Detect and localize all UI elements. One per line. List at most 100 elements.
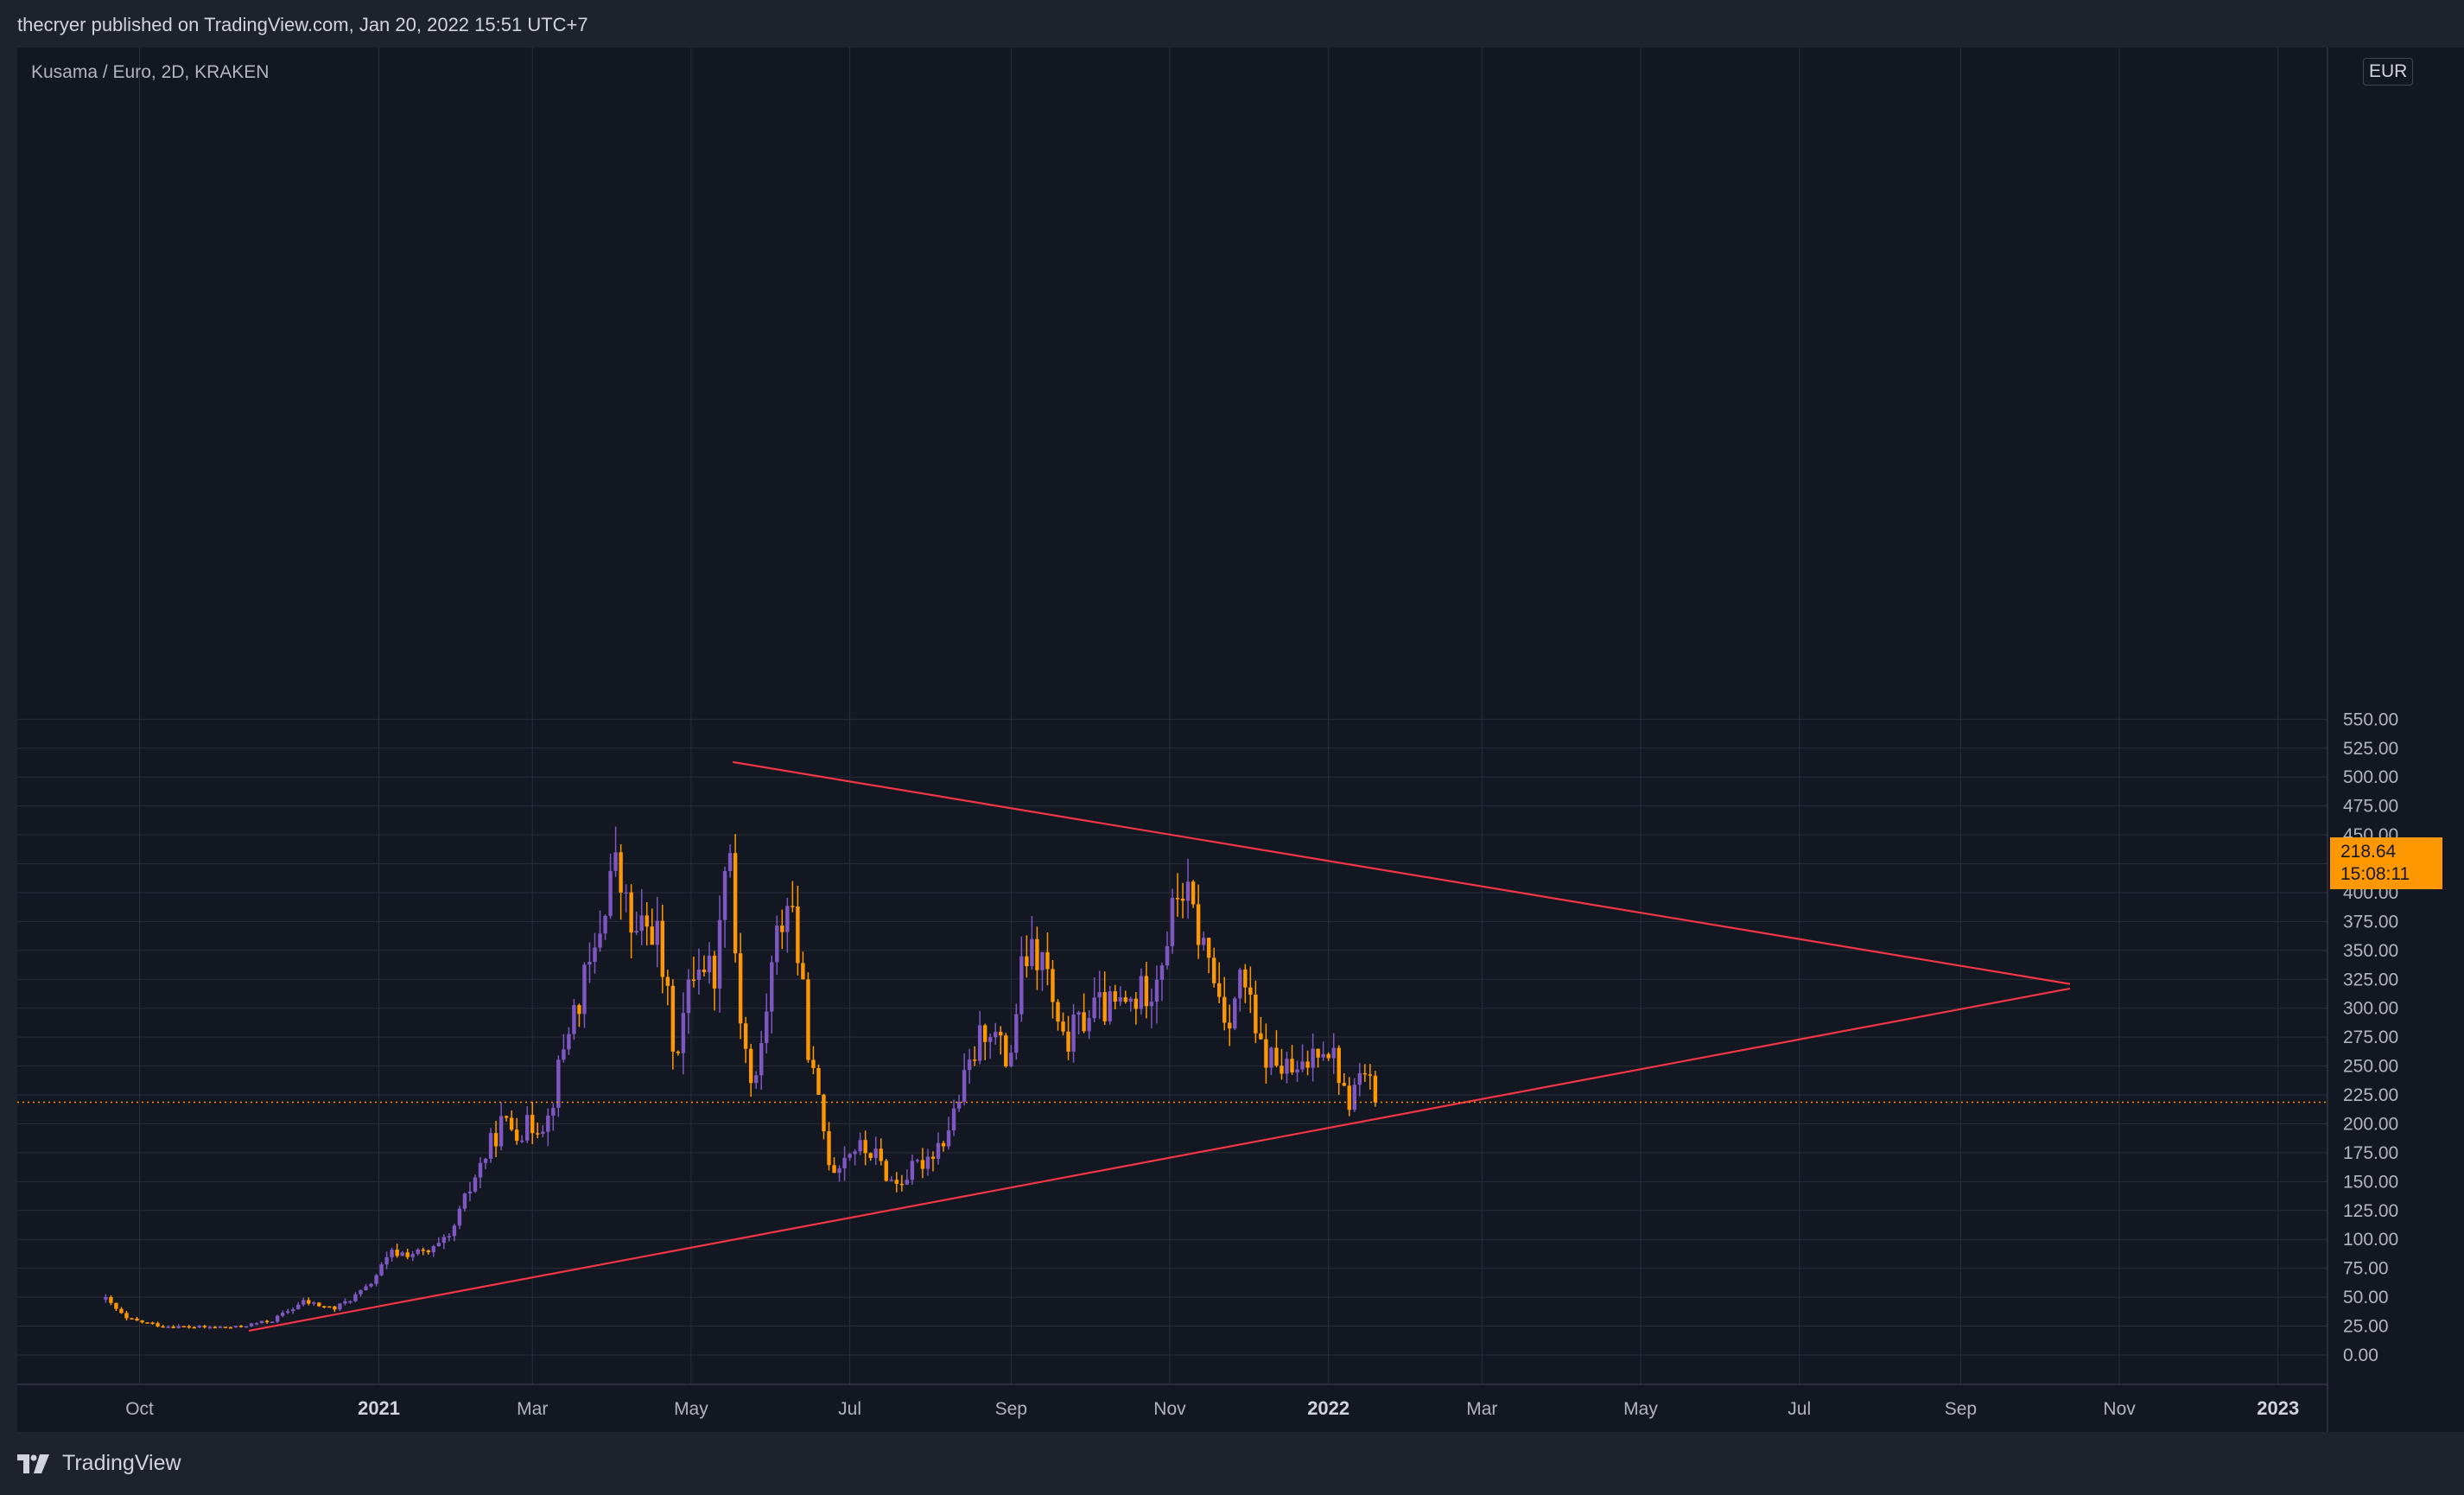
price-tick-label: 550.00: [2343, 709, 2398, 729]
candle: [743, 1016, 748, 1064]
candle: [1045, 932, 1050, 986]
candle: [333, 1306, 337, 1313]
candle: [1139, 968, 1144, 1015]
candle: [598, 910, 602, 952]
candle: [145, 1322, 149, 1324]
candle: [1097, 970, 1102, 1020]
candle: [1269, 1046, 1273, 1076]
trendlines[interactable]: [248, 760, 2071, 1332]
time-tick-label: May: [1623, 1399, 1658, 1419]
candle: [312, 1301, 316, 1306]
candle: [977, 1010, 982, 1065]
candle: [1217, 962, 1222, 1004]
candle: [613, 826, 618, 877]
candle: [1342, 1072, 1346, 1087]
candle: [1118, 986, 1122, 1006]
candle: [577, 1003, 581, 1027]
candle: [473, 1174, 478, 1193]
candle: [759, 1031, 764, 1091]
candle: [290, 1307, 295, 1314]
candle: [410, 1250, 415, 1262]
candle: [338, 1303, 342, 1311]
candle: [467, 1181, 473, 1201]
time-tick-label: 2021: [358, 1397, 400, 1419]
candle: [416, 1248, 420, 1256]
candle: [1076, 1010, 1081, 1035]
price-tick-label: 325.00: [2343, 970, 2398, 989]
candle: [1238, 967, 1242, 1012]
price-tick-label: 250.00: [2343, 1057, 2398, 1077]
candle: [801, 951, 805, 980]
candle: [447, 1233, 452, 1242]
time-tick-label: Jul: [1788, 1399, 1811, 1419]
candle: [1274, 1030, 1279, 1068]
candle: [873, 1136, 878, 1166]
currency-badge[interactable]: EUR: [2363, 58, 2414, 86]
candle: [967, 1048, 972, 1085]
candlestick-chart[interactable]: 0.00 25.00 50.00 75.00 100.00 125.00 150.00 175…: [17, 48, 2464, 1432]
candle: [254, 1322, 259, 1326]
candle: [608, 853, 613, 919]
brand-name: TradingView: [62, 1451, 181, 1475]
candle: [1196, 884, 1201, 959]
candle: [982, 1023, 988, 1060]
candle: [712, 951, 717, 1011]
candle: [259, 1320, 264, 1324]
candle: [722, 866, 727, 948]
price-tick-label: 275.00: [2343, 1027, 2398, 1047]
candle: [619, 843, 623, 920]
time-tick-label: Oct: [125, 1399, 154, 1419]
tradingview-brand[interactable]: TradingView: [17, 1451, 181, 1476]
candle: [748, 1043, 753, 1097]
candle: [791, 881, 795, 913]
time-axis[interactable]: Oct 2021 Mar May Jul Sep Nov 2022 Mar May Jul Sep No…: [125, 1397, 2299, 1419]
candle: [1248, 966, 1253, 1014]
footer-bar: TradingView: [0, 1432, 2464, 1495]
candle: [478, 1157, 483, 1189]
candle: [1071, 1003, 1076, 1063]
candle: [119, 1307, 124, 1314]
candle: [593, 932, 597, 974]
candle: [707, 942, 712, 984]
candle: [603, 914, 607, 940]
candle: [1009, 1045, 1013, 1068]
candle: [1180, 882, 1185, 919]
candle: [317, 1301, 321, 1307]
candle: [228, 1326, 233, 1329]
candle: [1035, 926, 1039, 990]
candle: [104, 1294, 108, 1303]
candle: [1362, 1064, 1368, 1082]
candle: [379, 1262, 384, 1277]
candle: [238, 1325, 244, 1328]
candle: [249, 1322, 254, 1327]
candle: [275, 1314, 280, 1324]
candle: [753, 1071, 759, 1089]
chart-frame[interactable]: 0.00 25.00 50.00 75.00 100.00 125.00 150.00 175…: [17, 48, 2464, 1432]
candle: [1191, 880, 1196, 908]
candle: [530, 1101, 535, 1144]
candle: [660, 905, 664, 994]
candle: [1264, 1023, 1268, 1085]
candle: [868, 1152, 873, 1161]
trendline[interactable]: [248, 987, 2071, 1332]
candle: [727, 844, 733, 878]
candle: [1368, 1064, 1373, 1090]
trendline[interactable]: [732, 760, 2071, 985]
candle: [562, 1034, 566, 1063]
candle: [353, 1292, 358, 1302]
price-tick-label: 150.00: [2343, 1172, 2398, 1192]
candle: [1113, 984, 1117, 1009]
candle: [348, 1300, 352, 1304]
candle: [1170, 888, 1175, 954]
time-tick-label: 2022: [1307, 1397, 1349, 1419]
candle: [504, 1116, 509, 1122]
candle: [322, 1305, 327, 1308]
symbol-label[interactable]: Kusama / Euro, 2D, KRAKEN: [31, 62, 270, 82]
candle: [572, 998, 576, 1040]
candle: [327, 1306, 332, 1308]
price-tick-label: 125.00: [2343, 1201, 2398, 1221]
price-tick-label: 375.00: [2343, 912, 2398, 932]
candle: [676, 1050, 681, 1056]
candle: [1134, 992, 1139, 1025]
candle: [848, 1153, 852, 1161]
